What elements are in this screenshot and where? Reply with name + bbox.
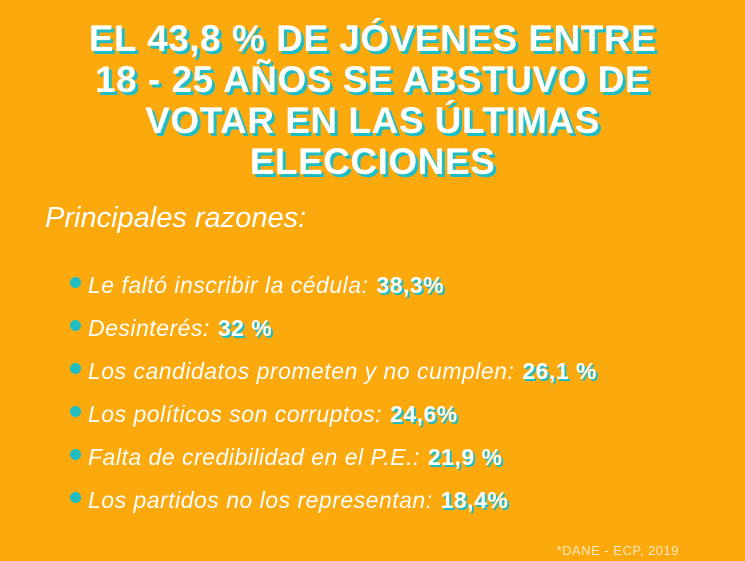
reason-label: Le faltó inscribir la cédula: [88,272,369,298]
bullet-icon [70,406,81,417]
list-item: Desinterés: 32 % [70,307,597,350]
headline-line: ELECCIONES [249,141,496,182]
reason-value: 26,1 % [522,358,597,384]
headline-line: VOTAR EN LAS ÚLTIMAS [145,100,600,141]
bullet-icon [70,320,81,331]
headline-line: 18 - 25 AÑOS SE ABSTUVO DE [94,59,651,100]
reason-value: 38,3% [376,272,445,298]
headline-line: EL 43,8 % DE JÓVENES ENTRE [88,18,657,59]
reason-label: Falta de credibilidad en el P.E.: [88,444,420,470]
reason-label: Desinterés: [88,315,210,341]
reason-value: 24,6% [389,401,458,427]
bullet-icon [70,449,81,460]
list-item: Falta de credibilidad en el P.E.: 21,9 % [70,436,597,479]
headline: EL 43,8 % DE JÓVENES ENTRE 18 - 25 AÑOS … [0,18,745,182]
list-item: Los partidos no los representan: 18,4% [70,479,597,522]
reasons-list: Le faltó inscribir la cédula: 38,3% Desin… [70,264,597,522]
list-item: Le faltó inscribir la cédula: 38,3% [70,264,597,307]
reason-value: 21,9 % [427,444,503,470]
reason-value: 32 % [217,315,273,341]
bullet-icon [70,363,81,374]
bullet-icon [70,492,81,503]
bullet-icon [70,277,81,288]
list-item: Los políticos son corruptos: 24,6% [70,393,597,436]
reason-value: 18,4% [440,487,509,513]
subtitle: Principales razones: [45,202,307,234]
source-note: *DANE - ECP, 2019 [556,543,679,558]
reason-label: Los partidos no los representan: [88,487,433,513]
reason-label: Los candidatos prometen y no cumplen: [88,358,515,384]
list-item: Los candidatos prometen y no cumplen: 26,… [70,350,597,393]
reason-label: Los políticos son corruptos: [88,401,382,427]
